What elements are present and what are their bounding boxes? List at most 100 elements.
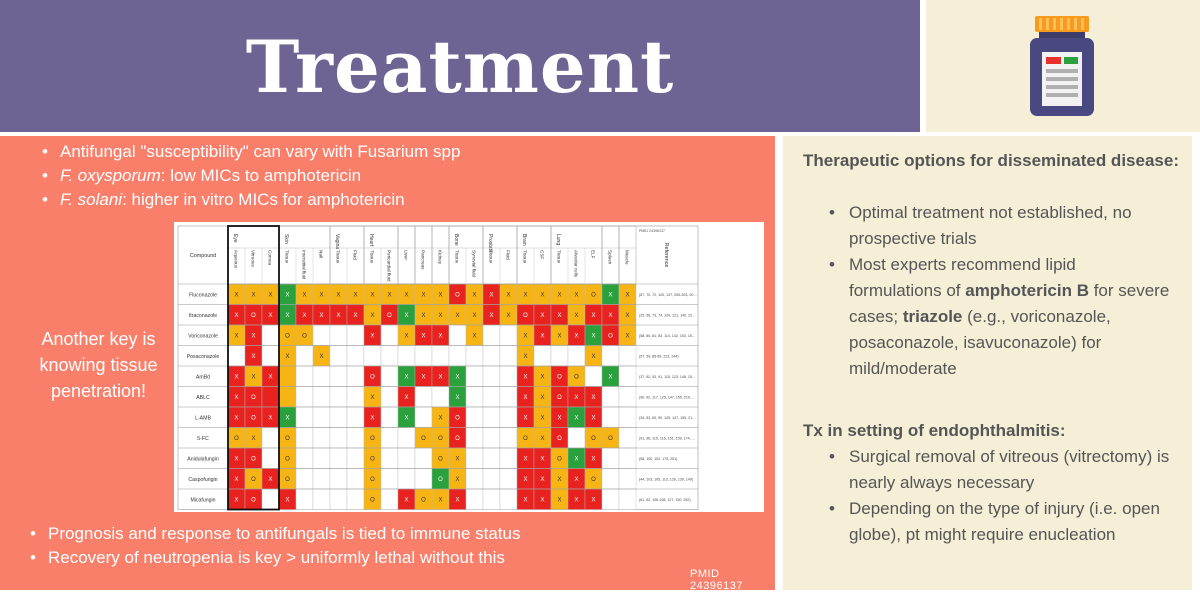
tissue-penetration-table: Fluconazole X X X X X X X X X X X X X O X X X X X X X O X X (67, … (174, 222, 764, 512)
cell-mark: X (285, 354, 289, 360)
cell-mark: O (234, 436, 239, 442)
cell-mark: O (370, 497, 375, 503)
penetration-cell (499, 488, 518, 510)
cell-mark: X (438, 333, 442, 339)
column-label: Tissue (336, 250, 341, 264)
column-label: Fluid (353, 250, 358, 260)
cell-mark: X (574, 477, 578, 483)
penetration-cell (465, 365, 484, 387)
reference-text: (61, 62, 106-108, 127, 150, 252) (639, 498, 691, 502)
cell-mark: X (234, 374, 238, 380)
cell-mark: X (523, 497, 527, 503)
penetration-cell (261, 345, 280, 367)
penetration-cell (295, 386, 314, 408)
penetration-cell (278, 365, 297, 387)
penetration-cell (567, 345, 586, 367)
reference-text: (58, 80, 81, 83, 114, 142, 153, 15… (639, 334, 696, 338)
penetration-cell (346, 427, 365, 449)
cell-mark: X (251, 436, 255, 442)
penetration-cell (329, 447, 348, 469)
penetration-cell (312, 324, 331, 346)
prognosis-bullets: Prognosis and response to antifungals is… (24, 522, 521, 570)
compound-label: Caspofungin (188, 477, 217, 483)
penetration-cell (618, 427, 637, 449)
cell-mark: X (557, 415, 561, 421)
penetration-cell (465, 345, 484, 367)
penetration-cell (278, 386, 297, 408)
cell-mark: X (234, 477, 238, 483)
cell-mark: O (302, 333, 307, 339)
cell-mark: O (370, 477, 375, 483)
column-label: Tissue (523, 250, 528, 264)
cell-mark: X (302, 292, 306, 298)
cell-mark: O (251, 456, 256, 462)
column-label: ELF (591, 250, 596, 259)
cell-mark: X (421, 374, 425, 380)
penetration-cell (261, 447, 280, 469)
cell-mark: X (370, 333, 374, 339)
penetration-cell (295, 365, 314, 387)
cell-mark: X (523, 477, 527, 483)
penetration-cell (584, 365, 603, 387)
cell-mark: X (625, 292, 629, 298)
cell-mark: X (438, 374, 442, 380)
penetration-cell (414, 345, 433, 367)
column-label: Alveolar cells (574, 250, 579, 278)
cell-mark: X (319, 313, 323, 319)
penetration-cell (295, 447, 314, 469)
penetration-cell (295, 488, 314, 510)
penetration-cell (499, 406, 518, 428)
penetration-cell (397, 447, 416, 469)
cell-mark: X (404, 395, 408, 401)
bullet-solani: F. solani: higher in vitro MICs for amph… (36, 188, 460, 212)
cell-mark: O (251, 395, 256, 401)
penetration-cell (431, 386, 450, 408)
penetration-cell (482, 406, 501, 428)
penetration-cell (380, 365, 399, 387)
penetration-cell (312, 447, 331, 469)
cell-mark: X (285, 497, 289, 503)
cell-mark: X (268, 415, 272, 421)
group-label: Vagina (334, 234, 340, 249)
column-label: Synovial fluid (472, 250, 477, 278)
reference-header: Reference (663, 243, 669, 268)
group-label: Lung (555, 234, 561, 245)
column-label: Cornea (268, 250, 273, 266)
disseminated-bullets: Optimal treatment not established, no pr… (827, 200, 1173, 382)
penetration-cell (380, 386, 399, 408)
cell-mark: X (591, 415, 595, 421)
column-label: Liver (404, 250, 409, 260)
cell-mark: O (438, 436, 443, 442)
disseminated-heading: Therapeutic options for disseminated dis… (803, 151, 1179, 170)
cell-mark: O (285, 333, 290, 339)
cell-mark: X (489, 292, 493, 298)
cell-mark: X (557, 333, 561, 339)
column-label: Tissue (557, 250, 562, 264)
species-name: F. solani (60, 190, 123, 209)
penetration-cell (414, 386, 433, 408)
cell-mark: X (523, 415, 527, 421)
cell-mark: X (574, 333, 578, 339)
cell-mark: X (455, 374, 459, 380)
cell-mark: X (336, 292, 340, 298)
penetration-cell (329, 468, 348, 490)
cell-mark: X (251, 333, 255, 339)
cell-mark: X (234, 456, 238, 462)
compound-label: Anidulafungin (187, 456, 219, 462)
compound-label: Posaconazole (187, 354, 220, 360)
penetration-cell (414, 406, 433, 428)
cell-mark: X (353, 313, 357, 319)
cell-mark: X (574, 313, 578, 319)
reference-text: (90, 92, 117, 125, 147, 155, 210, … (639, 395, 696, 399)
column-label: Interstitial fluid (302, 250, 307, 280)
cell-mark: X (557, 313, 561, 319)
compound-label: ABLC (196, 395, 210, 401)
group-label: Skin (283, 234, 289, 244)
penetration-cell (414, 447, 433, 469)
penetration-cell (482, 386, 501, 408)
pmid-citation: PMID 24396137 (690, 568, 743, 592)
cell-mark: X (591, 395, 595, 401)
penetration-cell (397, 345, 416, 367)
cell-mark: X (268, 477, 272, 483)
cell-mark: X (404, 333, 408, 339)
